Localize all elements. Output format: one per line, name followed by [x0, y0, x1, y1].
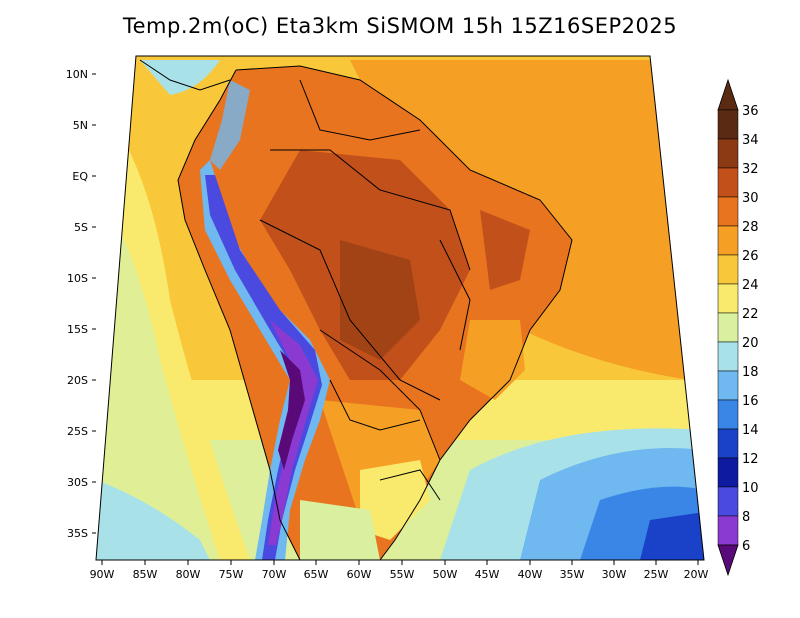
swatch-18-20 — [717, 341, 739, 372]
swatch-34-36 — [717, 109, 739, 140]
colorbar-label: 22 — [742, 307, 759, 322]
lon-label: 20W — [684, 568, 709, 581]
swatch-20-22 — [717, 312, 739, 343]
lat-label: 10N — [66, 68, 88, 81]
swatch-6-8 — [717, 515, 739, 546]
colorbar-label: 26 — [742, 249, 759, 264]
colorbar-label: 30 — [742, 191, 759, 206]
lon-tick: 70W — [262, 560, 287, 581]
lon-label: 80W — [176, 568, 201, 581]
lon-tick: 20W — [684, 560, 709, 581]
colorbar-label: 20 — [742, 336, 759, 351]
lon-label: 55W — [390, 568, 415, 581]
lat-label: 20S — [67, 374, 88, 387]
swatch-28-30 — [717, 196, 739, 227]
lat-tick: 25S — [67, 425, 96, 438]
lon-tick: 60W — [347, 560, 372, 581]
colorbar-label: 6 — [742, 539, 750, 554]
lat-tick: 20S — [67, 374, 96, 387]
map-frame — [95, 55, 705, 561]
swatch-12-14 — [717, 428, 739, 459]
swatch-8-10 — [717, 486, 739, 517]
lat-label: 35S — [67, 527, 88, 540]
lon-tick: 35W — [560, 560, 585, 581]
lat-label: 25S — [67, 425, 88, 438]
swatch-14-16 — [717, 399, 739, 430]
lon-tick: 90W — [90, 560, 115, 581]
colorbar-label: 32 — [742, 162, 759, 177]
lon-label: 90W — [90, 568, 115, 581]
lat-tick: 30S — [67, 476, 96, 489]
colorbar-label: 8 — [742, 510, 750, 525]
lat-tick: 10S — [67, 272, 96, 285]
swatch-24-26 — [717, 254, 739, 285]
lat-tick: 5N — [73, 119, 96, 132]
lat-label: 5S — [74, 221, 88, 234]
lon-tick: 25W — [644, 560, 669, 581]
colorbar-label: 12 — [742, 452, 759, 467]
lon-tick: 55W — [390, 560, 415, 581]
swatch-10-12 — [717, 457, 739, 488]
lat-label: 15S — [67, 323, 88, 336]
colorbar: 36 34 32 30 28 26 24 22 20 18 16 14 12 1… — [717, 78, 759, 577]
lat-tick: 15S — [67, 323, 96, 336]
lat-tick: EQ — [72, 170, 96, 183]
colorbar-label: 16 — [742, 394, 759, 409]
colorbar-label: 18 — [742, 365, 759, 380]
lon-label: 60W — [347, 568, 372, 581]
swatch-22-24 — [717, 283, 739, 314]
lon-label: 75W — [219, 568, 244, 581]
colorbar-bottom-arrow — [717, 544, 739, 577]
lon-tick: 65W — [304, 560, 329, 581]
swatch-30-32 — [717, 167, 739, 198]
colorbar-swatches — [717, 109, 739, 546]
lon-label: 35W — [560, 568, 585, 581]
lon-label: 70W — [262, 568, 287, 581]
country-borders — [139, 59, 573, 560]
colorbar-label: 14 — [742, 423, 759, 438]
lat-label: 5N — [73, 119, 88, 132]
lat-label: EQ — [72, 170, 88, 183]
lat-tick: 5S — [74, 221, 96, 234]
lon-tick: 80W — [176, 560, 201, 581]
swatch-16-18 — [717, 370, 739, 401]
lat-tick: 10N — [66, 68, 96, 81]
colorbar-label: 28 — [742, 220, 759, 235]
lon-axis: 90W 85W 80W 75W 70W 65W 60W 55W 50W 45W … — [90, 560, 709, 581]
lon-tick: 75W — [219, 560, 244, 581]
lon-label: 30W — [602, 568, 627, 581]
colorbar-label: 10 — [742, 481, 759, 496]
lat-tick: 35S — [67, 527, 96, 540]
lon-label: 25W — [644, 568, 669, 581]
temperature-field — [96, 56, 704, 560]
colorbar-labels: 36 34 32 30 28 26 24 22 20 18 16 14 12 1… — [742, 104, 759, 554]
lon-label: 65W — [304, 568, 329, 581]
lat-axis: 10N 5N EQ 5S 10S 15S 20S 25S 30S 35S — [66, 68, 96, 540]
lon-label: 85W — [133, 568, 158, 581]
map-title: Temp.2m(oC) Eta3km SiSMOM 15h 15Z16SEP20… — [122, 14, 678, 38]
lon-label: 40W — [518, 568, 543, 581]
colorbar-top-arrow — [717, 78, 739, 111]
lon-tick: 85W — [133, 560, 158, 581]
lon-tick: 50W — [433, 560, 458, 581]
lat-label: 30S — [67, 476, 88, 489]
lon-tick: 45W — [475, 560, 500, 581]
lon-label: 50W — [433, 568, 458, 581]
swatch-32-34 — [717, 138, 739, 169]
colorbar-label: 36 — [742, 104, 759, 119]
lon-tick: 30W — [602, 560, 627, 581]
lon-label: 45W — [475, 568, 500, 581]
colorbar-label: 24 — [742, 278, 759, 293]
swatch-26-28 — [717, 225, 739, 256]
lat-label: 10S — [67, 272, 88, 285]
colorbar-label: 34 — [742, 133, 759, 148]
lon-tick: 40W — [518, 560, 543, 581]
